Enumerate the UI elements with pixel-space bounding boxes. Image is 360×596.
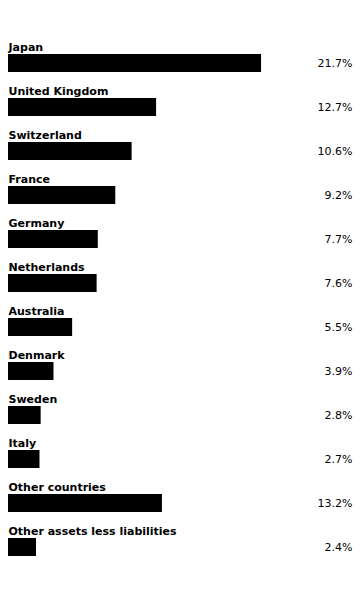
svg-text:France: France: [9, 173, 50, 186]
svg-text:Other countries: Other countries: [9, 481, 107, 494]
svg-text:2.7%: 2.7%: [325, 453, 353, 466]
svg-text:Sweden: Sweden: [9, 393, 58, 406]
svg-text:Germany: Germany: [9, 217, 65, 230]
svg-text:2.4%: 2.4%: [325, 541, 353, 554]
svg-text:7.6%: 7.6%: [325, 277, 353, 290]
svg-text:3.9%: 3.9%: [325, 365, 353, 378]
svg-text:2.8%: 2.8%: [325, 409, 353, 422]
svg-text:7.7%: 7.7%: [325, 233, 353, 246]
svg-text:5.5%: 5.5%: [325, 321, 353, 334]
svg-text:Switzerland: Switzerland: [9, 129, 82, 142]
svg-text:Netherlands: Netherlands: [9, 261, 86, 274]
svg-text:Japan: Japan: [8, 41, 44, 54]
svg-text:Other assets less liabilities: Other assets less liabilities: [9, 525, 178, 538]
svg-text:21.7%: 21.7%: [318, 57, 353, 70]
svg-text:United Kingdom: United Kingdom: [9, 85, 109, 98]
svg-text:12.7%: 12.7%: [318, 101, 353, 114]
svg-text:Italy: Italy: [9, 437, 37, 450]
svg-text:Australia: Australia: [9, 305, 65, 318]
svg-text:13.2%: 13.2%: [318, 497, 353, 510]
svg-text:Denmark: Denmark: [9, 349, 66, 362]
svg-text:10.6%: 10.6%: [318, 145, 353, 158]
svg-text:9.2%: 9.2%: [325, 189, 353, 202]
